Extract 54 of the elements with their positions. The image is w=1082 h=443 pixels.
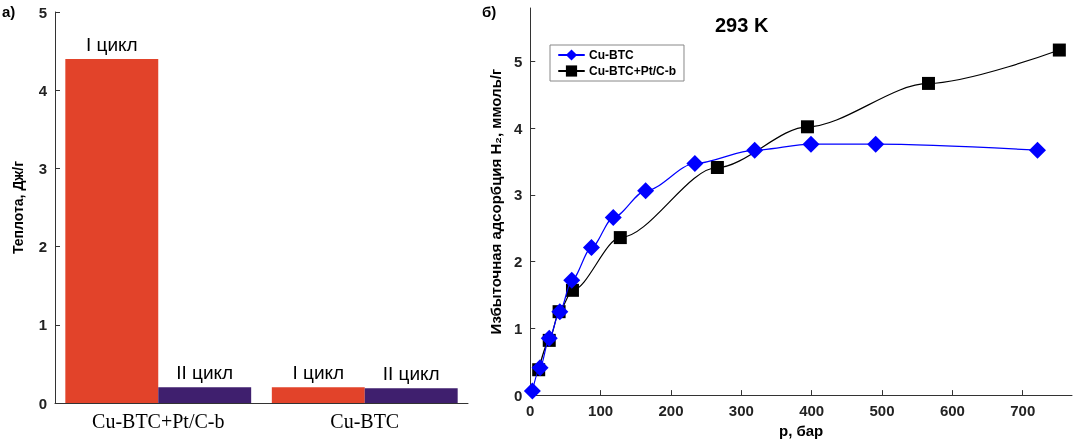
y-axis-title: Теплота, Дж/г: [10, 160, 26, 255]
legend-label: Cu-BTC: [589, 48, 634, 62]
bar: [271, 387, 365, 403]
bar: [65, 58, 159, 403]
x-tick-label: Cu-BTC: [330, 410, 400, 432]
y-tick-label: 2: [38, 238, 47, 256]
x-tick-label: 400: [799, 402, 825, 420]
x-tick-label: Cu-BTC+Pt/C-b: [92, 410, 225, 432]
series-label: II цикл: [176, 362, 234, 384]
point: [1029, 141, 1047, 159]
x-tick-label: 200: [658, 402, 684, 420]
point: [613, 231, 627, 245]
series-label: I цикл: [85, 33, 138, 55]
y-tick-label: 5: [38, 3, 47, 21]
text: а): [2, 3, 16, 20]
point: [540, 329, 558, 347]
x-tick-label: 300: [728, 402, 754, 420]
y-tick-label: 2: [513, 253, 523, 271]
legend-label: Cu-BTC+Pt/C-b: [589, 64, 676, 78]
chart-title: 293 K: [715, 14, 769, 36]
point: [746, 141, 764, 159]
point: [710, 161, 724, 175]
point: [802, 135, 820, 153]
x-tick-label: 700: [1010, 402, 1036, 420]
text: II цикл: [382, 363, 440, 385]
bar: [158, 387, 252, 403]
x-axis-title: p, бар: [778, 422, 824, 439]
y-tick-label: 4: [513, 119, 523, 137]
point: [686, 155, 704, 173]
point: [637, 182, 655, 200]
point: [1052, 43, 1066, 57]
point: [800, 120, 814, 134]
point: [531, 359, 549, 377]
point: [867, 135, 885, 153]
point: [563, 271, 581, 289]
y-tick-label: 1: [38, 316, 47, 334]
text: I цикл: [292, 362, 345, 384]
y-tick-label: 5: [513, 52, 523, 70]
text: б): [482, 3, 497, 20]
x-tick-label: 0: [526, 402, 535, 420]
x-tick-label: 600: [939, 402, 965, 420]
point: [921, 76, 935, 90]
y-tick-label: 0: [513, 386, 523, 404]
bar: [364, 388, 458, 403]
y-tick-label: 3: [38, 159, 47, 177]
point: [523, 382, 541, 400]
point: [604, 209, 622, 227]
y-axis-title: Избыточная адсорбция H₂, ммоль/г: [487, 68, 504, 335]
y-tick-label: 1: [513, 319, 523, 337]
y-tick-label: 3: [513, 186, 523, 204]
x-tick-label: 500: [869, 402, 895, 420]
point: [582, 239, 600, 257]
y-tick-label: 4: [38, 81, 48, 99]
x-tick-label: 100: [588, 402, 614, 420]
